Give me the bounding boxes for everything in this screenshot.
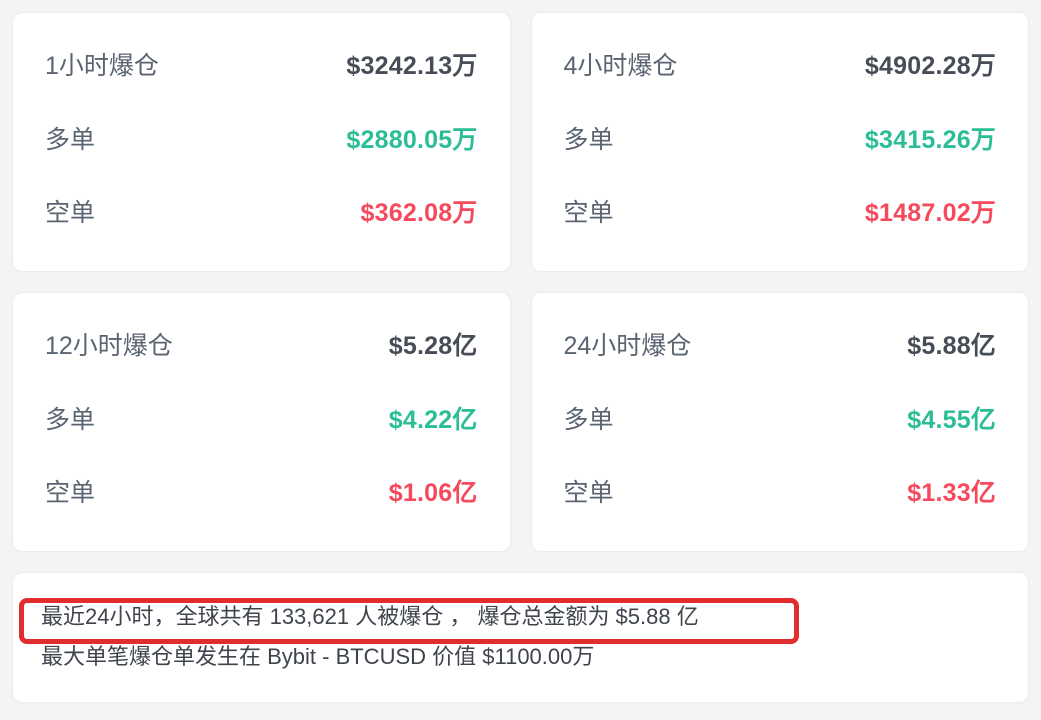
long-row: 多单 $2880.05万	[45, 125, 478, 156]
short-label: 空单	[563, 479, 614, 507]
short-label: 空单	[45, 479, 96, 507]
long-value: $4.22亿	[388, 405, 478, 434]
total-row: 12小时爆仓 $5.28亿	[45, 331, 478, 362]
total-row: 4小时爆仓 $4902.28万	[564, 51, 997, 82]
liquidation-card-4h: 4小时爆仓 $4902.28万 多单 $3415.26万 空单 $1487.02…	[530, 12, 1029, 272]
period-label: 4小时爆仓	[563, 52, 678, 80]
total-value: $5.28亿	[388, 332, 478, 360]
short-label: 空单	[45, 199, 96, 227]
long-label: 多单	[45, 125, 96, 154]
total-value: $5.88亿	[907, 332, 996, 360]
summary-card: 最近24小时，全球共有 133,621 人被爆仓 ， 爆仓总金额为 $5.88 …	[12, 572, 1029, 703]
long-row: 多单 $4.22亿	[45, 405, 478, 436]
short-value: $1.33亿	[907, 479, 996, 507]
liquidation-card-12h: 12小时爆仓 $5.28亿 多单 $4.22亿 空单 $1.06亿	[12, 292, 511, 552]
summary-line-1: 最近24小时，全球共有 133,621 人被爆仓 ， 爆仓总金额为 $5.88 …	[41, 604, 699, 629]
period-label: 12小时爆仓	[45, 332, 173, 360]
long-row: 多单 $3415.26万	[564, 125, 997, 156]
long-label: 多单	[45, 405, 96, 434]
short-row: 空单 $1.33亿	[564, 478, 997, 509]
liquidation-card-24h: 24小时爆仓 $5.88亿 多单 $4.55亿 空单 $1.33亿	[530, 292, 1029, 552]
long-value: $2880.05万	[346, 125, 478, 154]
total-value: $4902.28万	[864, 52, 996, 80]
summary-line-2: 最大单笔爆仓单发生在 Bybit - BTCUSD 价值 $1100.00万	[41, 644, 595, 669]
total-row: 24小时爆仓 $5.88亿	[564, 331, 997, 362]
long-label: 多单	[563, 405, 614, 434]
short-row: 空单 $1487.02万	[564, 198, 997, 229]
short-row: 空单 $362.08万	[45, 198, 478, 229]
long-row: 多单 $4.55亿	[564, 405, 997, 436]
long-label: 多单	[563, 125, 614, 154]
period-label: 24小时爆仓	[563, 332, 692, 360]
liquidation-card-1h: 1小时爆仓 $3242.13万 多单 $2880.05万 空单 $362.08万	[12, 12, 511, 272]
short-label: 空单	[563, 199, 614, 227]
long-value: $4.55亿	[907, 405, 996, 434]
short-row: 空单 $1.06亿	[45, 478, 478, 509]
total-value: $3242.13万	[346, 52, 478, 80]
long-value: $3415.26万	[864, 125, 996, 154]
short-value: $362.08万	[360, 199, 478, 227]
total-row: 1小时爆仓 $3242.13万	[45, 51, 478, 82]
short-value: $1487.02万	[864, 199, 996, 227]
period-label: 1小时爆仓	[45, 52, 159, 80]
short-value: $1.06亿	[388, 479, 478, 507]
